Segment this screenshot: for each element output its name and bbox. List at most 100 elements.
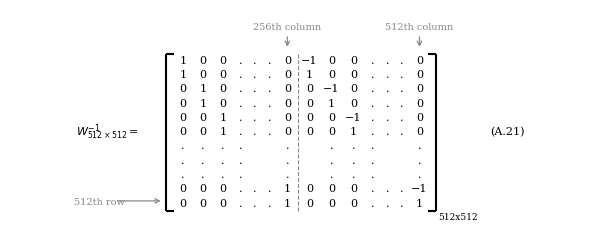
Text: .: . bbox=[268, 199, 272, 209]
Text: .: . bbox=[400, 184, 404, 194]
Text: 0: 0 bbox=[284, 56, 291, 66]
Text: .: . bbox=[239, 99, 242, 109]
Text: 0: 0 bbox=[306, 84, 313, 94]
Text: .: . bbox=[253, 99, 257, 109]
Text: 0: 0 bbox=[306, 113, 313, 123]
Text: 1: 1 bbox=[350, 127, 357, 137]
Text: .: . bbox=[330, 170, 333, 180]
Text: .: . bbox=[371, 199, 374, 209]
Text: 0: 0 bbox=[179, 127, 186, 137]
Text: .: . bbox=[418, 156, 422, 166]
Text: .: . bbox=[371, 184, 374, 194]
Text: .: . bbox=[371, 113, 374, 123]
Text: .: . bbox=[371, 141, 374, 151]
Text: .: . bbox=[385, 99, 389, 109]
Text: 0: 0 bbox=[306, 199, 313, 209]
Text: .: . bbox=[385, 199, 389, 209]
Text: .: . bbox=[268, 70, 272, 80]
Text: .: . bbox=[385, 70, 389, 80]
Text: 0: 0 bbox=[220, 56, 227, 66]
Text: .: . bbox=[330, 141, 333, 151]
Text: 0: 0 bbox=[220, 184, 227, 194]
Text: .: . bbox=[371, 170, 374, 180]
Text: 0: 0 bbox=[284, 113, 291, 123]
Text: .: . bbox=[268, 99, 272, 109]
Text: −1: −1 bbox=[411, 184, 428, 194]
Text: 0: 0 bbox=[350, 56, 357, 66]
Text: .: . bbox=[239, 184, 242, 194]
Text: .: . bbox=[371, 84, 374, 94]
Text: −1: −1 bbox=[345, 113, 362, 123]
Text: .: . bbox=[181, 156, 185, 166]
Text: 0: 0 bbox=[284, 70, 291, 80]
Text: 0: 0 bbox=[220, 99, 227, 109]
Text: 0: 0 bbox=[306, 127, 313, 137]
Text: .: . bbox=[253, 84, 257, 94]
Text: .: . bbox=[221, 170, 225, 180]
Text: 1: 1 bbox=[416, 199, 423, 209]
Text: 0: 0 bbox=[416, 113, 423, 123]
Text: 512th column: 512th column bbox=[385, 23, 453, 32]
Text: 0: 0 bbox=[179, 184, 186, 194]
Text: 0: 0 bbox=[416, 127, 423, 137]
Text: 0: 0 bbox=[284, 99, 291, 109]
Text: .: . bbox=[253, 70, 257, 80]
Text: .: . bbox=[330, 156, 333, 166]
Text: 0: 0 bbox=[179, 84, 186, 94]
Text: .: . bbox=[371, 156, 374, 166]
Text: .: . bbox=[239, 113, 242, 123]
Text: −1: −1 bbox=[323, 84, 340, 94]
Text: .: . bbox=[201, 141, 205, 151]
Text: .: . bbox=[239, 70, 242, 80]
Text: .: . bbox=[221, 141, 225, 151]
Text: 0: 0 bbox=[350, 184, 357, 194]
Text: 0: 0 bbox=[200, 184, 207, 194]
Text: .: . bbox=[400, 70, 404, 80]
Text: .: . bbox=[285, 156, 289, 166]
Text: 1: 1 bbox=[328, 99, 335, 109]
Text: 0: 0 bbox=[220, 199, 227, 209]
Text: .: . bbox=[253, 127, 257, 137]
Text: .: . bbox=[385, 113, 389, 123]
Text: 512th row: 512th row bbox=[74, 198, 125, 207]
Text: .: . bbox=[418, 141, 422, 151]
Text: .: . bbox=[400, 113, 404, 123]
Text: .: . bbox=[239, 156, 242, 166]
Text: .: . bbox=[371, 99, 374, 109]
Text: .: . bbox=[371, 56, 374, 66]
Text: 0: 0 bbox=[306, 99, 313, 109]
Text: 0: 0 bbox=[416, 99, 423, 109]
Text: 0: 0 bbox=[200, 127, 207, 137]
Text: 0: 0 bbox=[220, 70, 227, 80]
Text: .: . bbox=[371, 127, 374, 137]
Text: 0: 0 bbox=[200, 113, 207, 123]
Text: 0: 0 bbox=[220, 84, 227, 94]
Text: .: . bbox=[239, 127, 242, 137]
Text: 0: 0 bbox=[284, 84, 291, 94]
Text: 256th column: 256th column bbox=[253, 23, 321, 32]
Text: .: . bbox=[400, 99, 404, 109]
Text: 0: 0 bbox=[200, 199, 207, 209]
Text: 0: 0 bbox=[179, 99, 186, 109]
Text: .: . bbox=[253, 199, 257, 209]
Text: 0: 0 bbox=[200, 56, 207, 66]
Text: 1: 1 bbox=[284, 184, 291, 194]
Text: .: . bbox=[239, 56, 242, 66]
Text: .: . bbox=[285, 170, 289, 180]
Text: 1: 1 bbox=[220, 127, 227, 137]
Text: 1: 1 bbox=[284, 199, 291, 209]
Text: .: . bbox=[268, 184, 272, 194]
Text: 0: 0 bbox=[328, 184, 335, 194]
Text: .: . bbox=[352, 156, 355, 166]
Text: (A.21): (A.21) bbox=[490, 127, 525, 137]
Text: .: . bbox=[239, 84, 242, 94]
Text: 0: 0 bbox=[179, 113, 186, 123]
Text: 0: 0 bbox=[328, 70, 335, 80]
Text: 0: 0 bbox=[350, 199, 357, 209]
Text: .: . bbox=[385, 56, 389, 66]
Text: 0: 0 bbox=[328, 199, 335, 209]
Text: .: . bbox=[181, 170, 185, 180]
Text: .: . bbox=[268, 56, 272, 66]
Text: .: . bbox=[268, 84, 272, 94]
Text: .: . bbox=[268, 113, 272, 123]
